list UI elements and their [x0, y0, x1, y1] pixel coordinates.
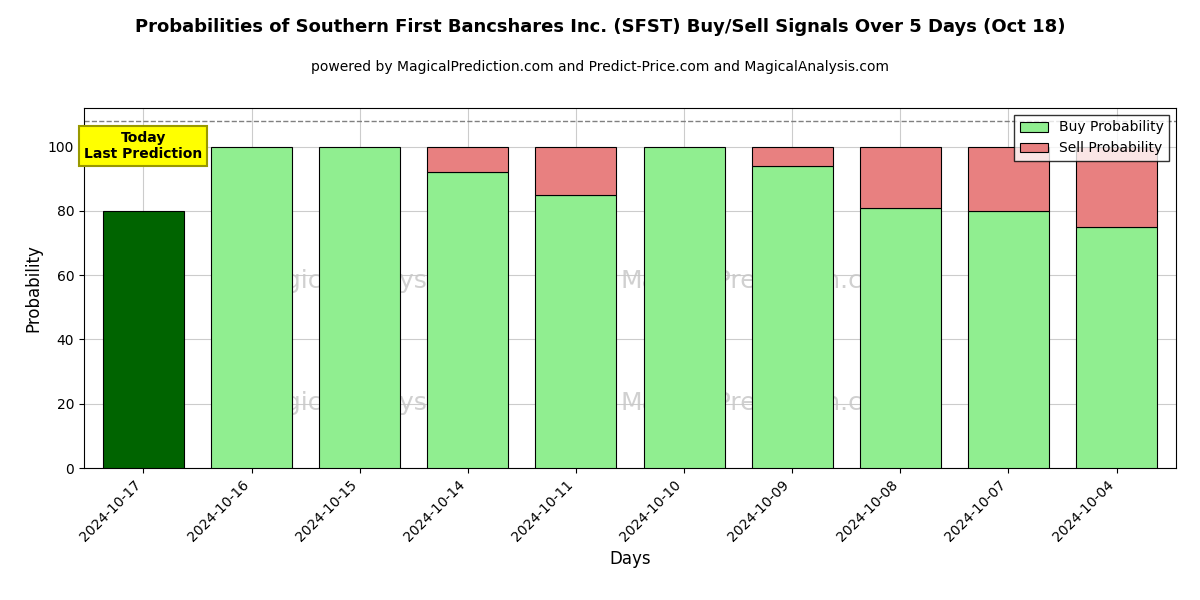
- Bar: [968, 146, 1049, 211]
- Bar: [859, 146, 941, 208]
- Y-axis label: Probability: Probability: [24, 244, 42, 332]
- Text: MagicalPrediction.com: MagicalPrediction.com: [620, 269, 901, 293]
- Text: MagicalPrediction.com: MagicalPrediction.com: [620, 391, 901, 415]
- Text: Probabilities of Southern First Bancshares Inc. (SFST) Buy/Sell Signals Over 5 D: Probabilities of Southern First Bancshar…: [134, 18, 1066, 36]
- Bar: [1076, 146, 1157, 227]
- Bar: [751, 166, 833, 468]
- Text: MagicalAnalysis.com: MagicalAnalysis.com: [248, 269, 509, 293]
- Text: powered by MagicalPrediction.com and Predict-Price.com and MagicalAnalysis.com: powered by MagicalPrediction.com and Pre…: [311, 60, 889, 74]
- Bar: [1076, 227, 1157, 468]
- Bar: [427, 172, 509, 468]
- Bar: [643, 146, 725, 468]
- Text: Today
Last Prediction: Today Last Prediction: [84, 131, 203, 161]
- Bar: [535, 195, 617, 468]
- Text: MagicalAnalysis.com: MagicalAnalysis.com: [248, 391, 509, 415]
- Bar: [427, 146, 509, 172]
- Legend: Buy Probability, Sell Probability: Buy Probability, Sell Probability: [1014, 115, 1169, 161]
- Bar: [535, 146, 617, 195]
- Bar: [211, 146, 292, 468]
- Bar: [968, 211, 1049, 468]
- X-axis label: Days: Days: [610, 550, 650, 568]
- Bar: [103, 211, 184, 468]
- Bar: [319, 146, 401, 468]
- Bar: [859, 208, 941, 468]
- Bar: [751, 146, 833, 166]
